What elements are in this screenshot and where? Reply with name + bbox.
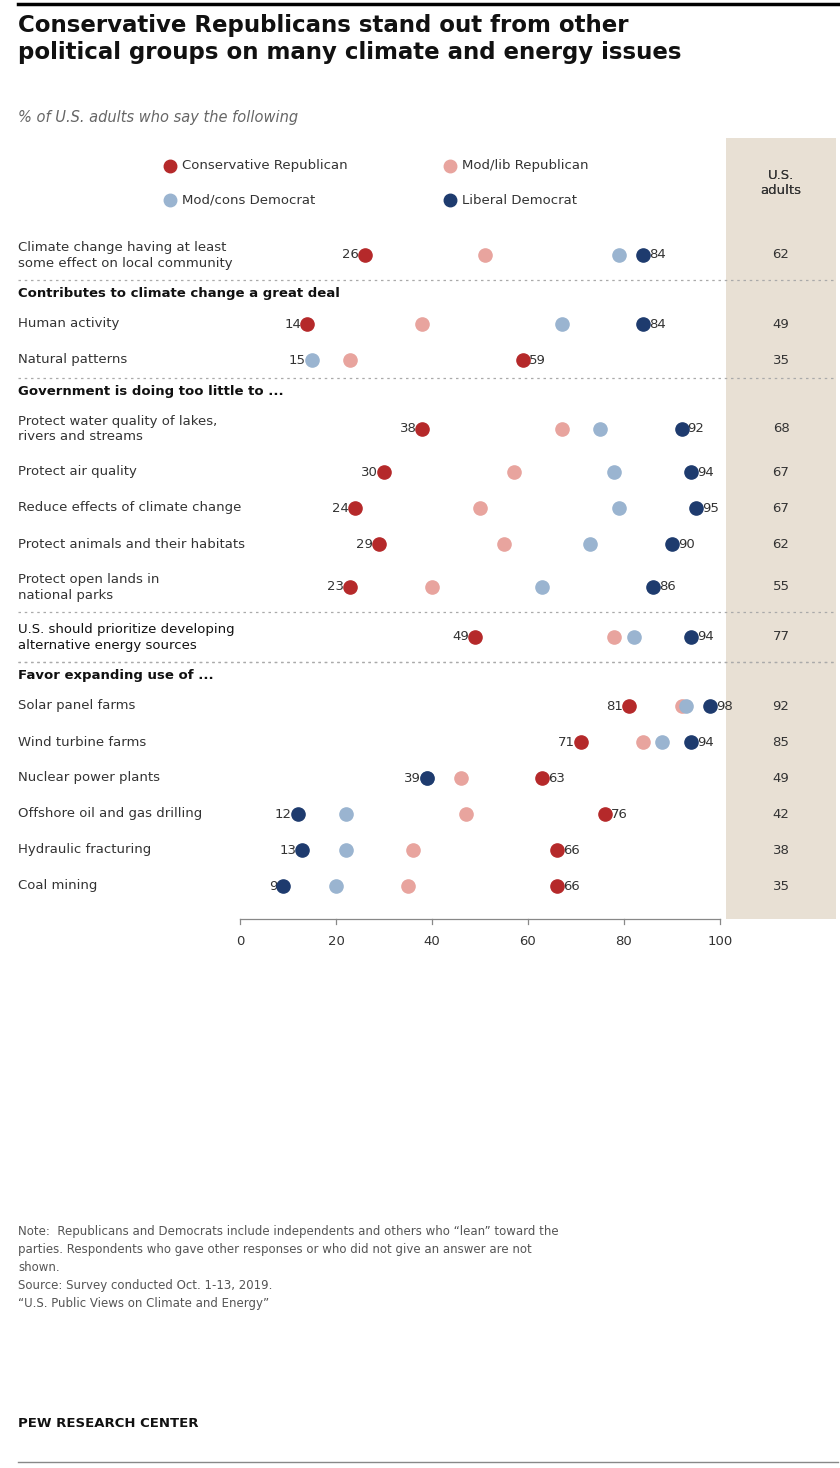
Text: 94: 94	[697, 630, 714, 643]
Text: Offshore oil and gas drilling: Offshore oil and gas drilling	[18, 807, 202, 821]
Text: 62: 62	[773, 537, 790, 550]
Text: Note:  Republicans and Democrats include independents and others who “lean” towa: Note: Republicans and Democrats include …	[18, 1224, 559, 1309]
Text: 84: 84	[649, 248, 666, 261]
Text: 49: 49	[773, 772, 790, 784]
Text: 13: 13	[280, 844, 297, 856]
Text: 63: 63	[549, 772, 565, 784]
Text: Government is doing too little to ...: Government is doing too little to ...	[18, 385, 284, 398]
Text: Conservative Republicans stand out from other
political groups on many climate a: Conservative Republicans stand out from …	[18, 15, 681, 63]
Text: 12: 12	[275, 807, 291, 821]
Text: Protect air quality: Protect air quality	[18, 465, 137, 479]
Text: PEW RESEARCH CENTER: PEW RESEARCH CENTER	[18, 1417, 198, 1430]
Text: 81: 81	[606, 699, 622, 712]
Text: Liberal Democrat: Liberal Democrat	[462, 194, 577, 207]
Text: 24: 24	[333, 502, 349, 514]
Text: 40: 40	[423, 935, 440, 948]
Text: Natural patterns: Natural patterns	[18, 354, 127, 367]
Text: Nuclear power plants: Nuclear power plants	[18, 772, 160, 784]
Text: 76: 76	[611, 807, 627, 821]
Text: Mod/cons Democrat: Mod/cons Democrat	[182, 194, 315, 207]
Text: Coal mining: Coal mining	[18, 879, 97, 893]
Text: 38: 38	[400, 423, 417, 436]
Text: U.S.
adults: U.S. adults	[760, 169, 801, 197]
Text: 77: 77	[773, 630, 790, 643]
Text: 38: 38	[773, 844, 790, 856]
Text: 67: 67	[773, 502, 790, 514]
Text: 49: 49	[773, 317, 790, 330]
Text: Reduce effects of climate change: Reduce effects of climate change	[18, 502, 241, 514]
Text: 9: 9	[269, 879, 277, 893]
Text: 94: 94	[697, 465, 714, 479]
Text: 90: 90	[678, 537, 695, 550]
Text: 29: 29	[356, 537, 373, 550]
Text: 0: 0	[236, 935, 244, 948]
Text: 92: 92	[773, 699, 790, 712]
Text: 35: 35	[773, 879, 790, 893]
Text: Protect water quality of lakes,
rivers and streams: Protect water quality of lakes, rivers a…	[18, 414, 218, 443]
Text: 100: 100	[707, 935, 732, 948]
Text: Solar panel farms: Solar panel farms	[18, 699, 135, 712]
Text: U.S. should prioritize developing
alternative energy sources: U.S. should prioritize developing altern…	[18, 622, 234, 652]
Text: Protect animals and their habitats: Protect animals and their habitats	[18, 537, 245, 550]
Text: 67: 67	[773, 465, 790, 479]
Text: 85: 85	[773, 735, 790, 749]
Text: 98: 98	[717, 699, 733, 712]
Text: 95: 95	[702, 502, 719, 514]
Text: 60: 60	[520, 935, 537, 948]
Text: 30: 30	[361, 465, 378, 479]
Text: 49: 49	[453, 630, 470, 643]
Bar	[726, 138, 836, 919]
Text: Favor expanding use of ...: Favor expanding use of ...	[18, 668, 213, 681]
Text: 55: 55	[773, 580, 790, 593]
Text: 68: 68	[773, 423, 790, 436]
Text: 23: 23	[328, 580, 344, 593]
Text: 20: 20	[328, 935, 344, 948]
Text: 84: 84	[649, 317, 666, 330]
Text: Human activity: Human activity	[18, 317, 119, 330]
Text: U.S.
adults: U.S. adults	[760, 169, 801, 197]
Text: 39: 39	[404, 772, 421, 784]
Text: 15: 15	[289, 354, 306, 367]
Text: 92: 92	[688, 423, 705, 436]
Text: Climate change having at least
some effect on local community: Climate change having at least some effe…	[18, 241, 233, 270]
Text: 66: 66	[563, 879, 580, 893]
Text: 35: 35	[773, 354, 790, 367]
Text: 71: 71	[558, 735, 575, 749]
Text: 59: 59	[529, 354, 546, 367]
Text: 42: 42	[773, 807, 790, 821]
Text: Hydraulic fracturing: Hydraulic fracturing	[18, 844, 151, 856]
Text: 86: 86	[659, 580, 675, 593]
Text: 66: 66	[563, 844, 580, 856]
Text: 94: 94	[697, 735, 714, 749]
Text: 62: 62	[773, 248, 790, 261]
Text: % of U.S. adults who say the following: % of U.S. adults who say the following	[18, 110, 298, 125]
Text: Mod/lib Republican: Mod/lib Republican	[462, 160, 589, 173]
Text: Wind turbine farms: Wind turbine farms	[18, 735, 146, 749]
Text: 14: 14	[284, 317, 302, 330]
Text: 26: 26	[342, 248, 359, 261]
Text: Conservative Republican: Conservative Republican	[182, 160, 348, 173]
Bar	[726, 138, 836, 220]
Text: Protect open lands in
national parks: Protect open lands in national parks	[18, 573, 160, 602]
Text: 80: 80	[616, 935, 633, 948]
Text: Contributes to climate change a great deal: Contributes to climate change a great de…	[18, 286, 340, 299]
